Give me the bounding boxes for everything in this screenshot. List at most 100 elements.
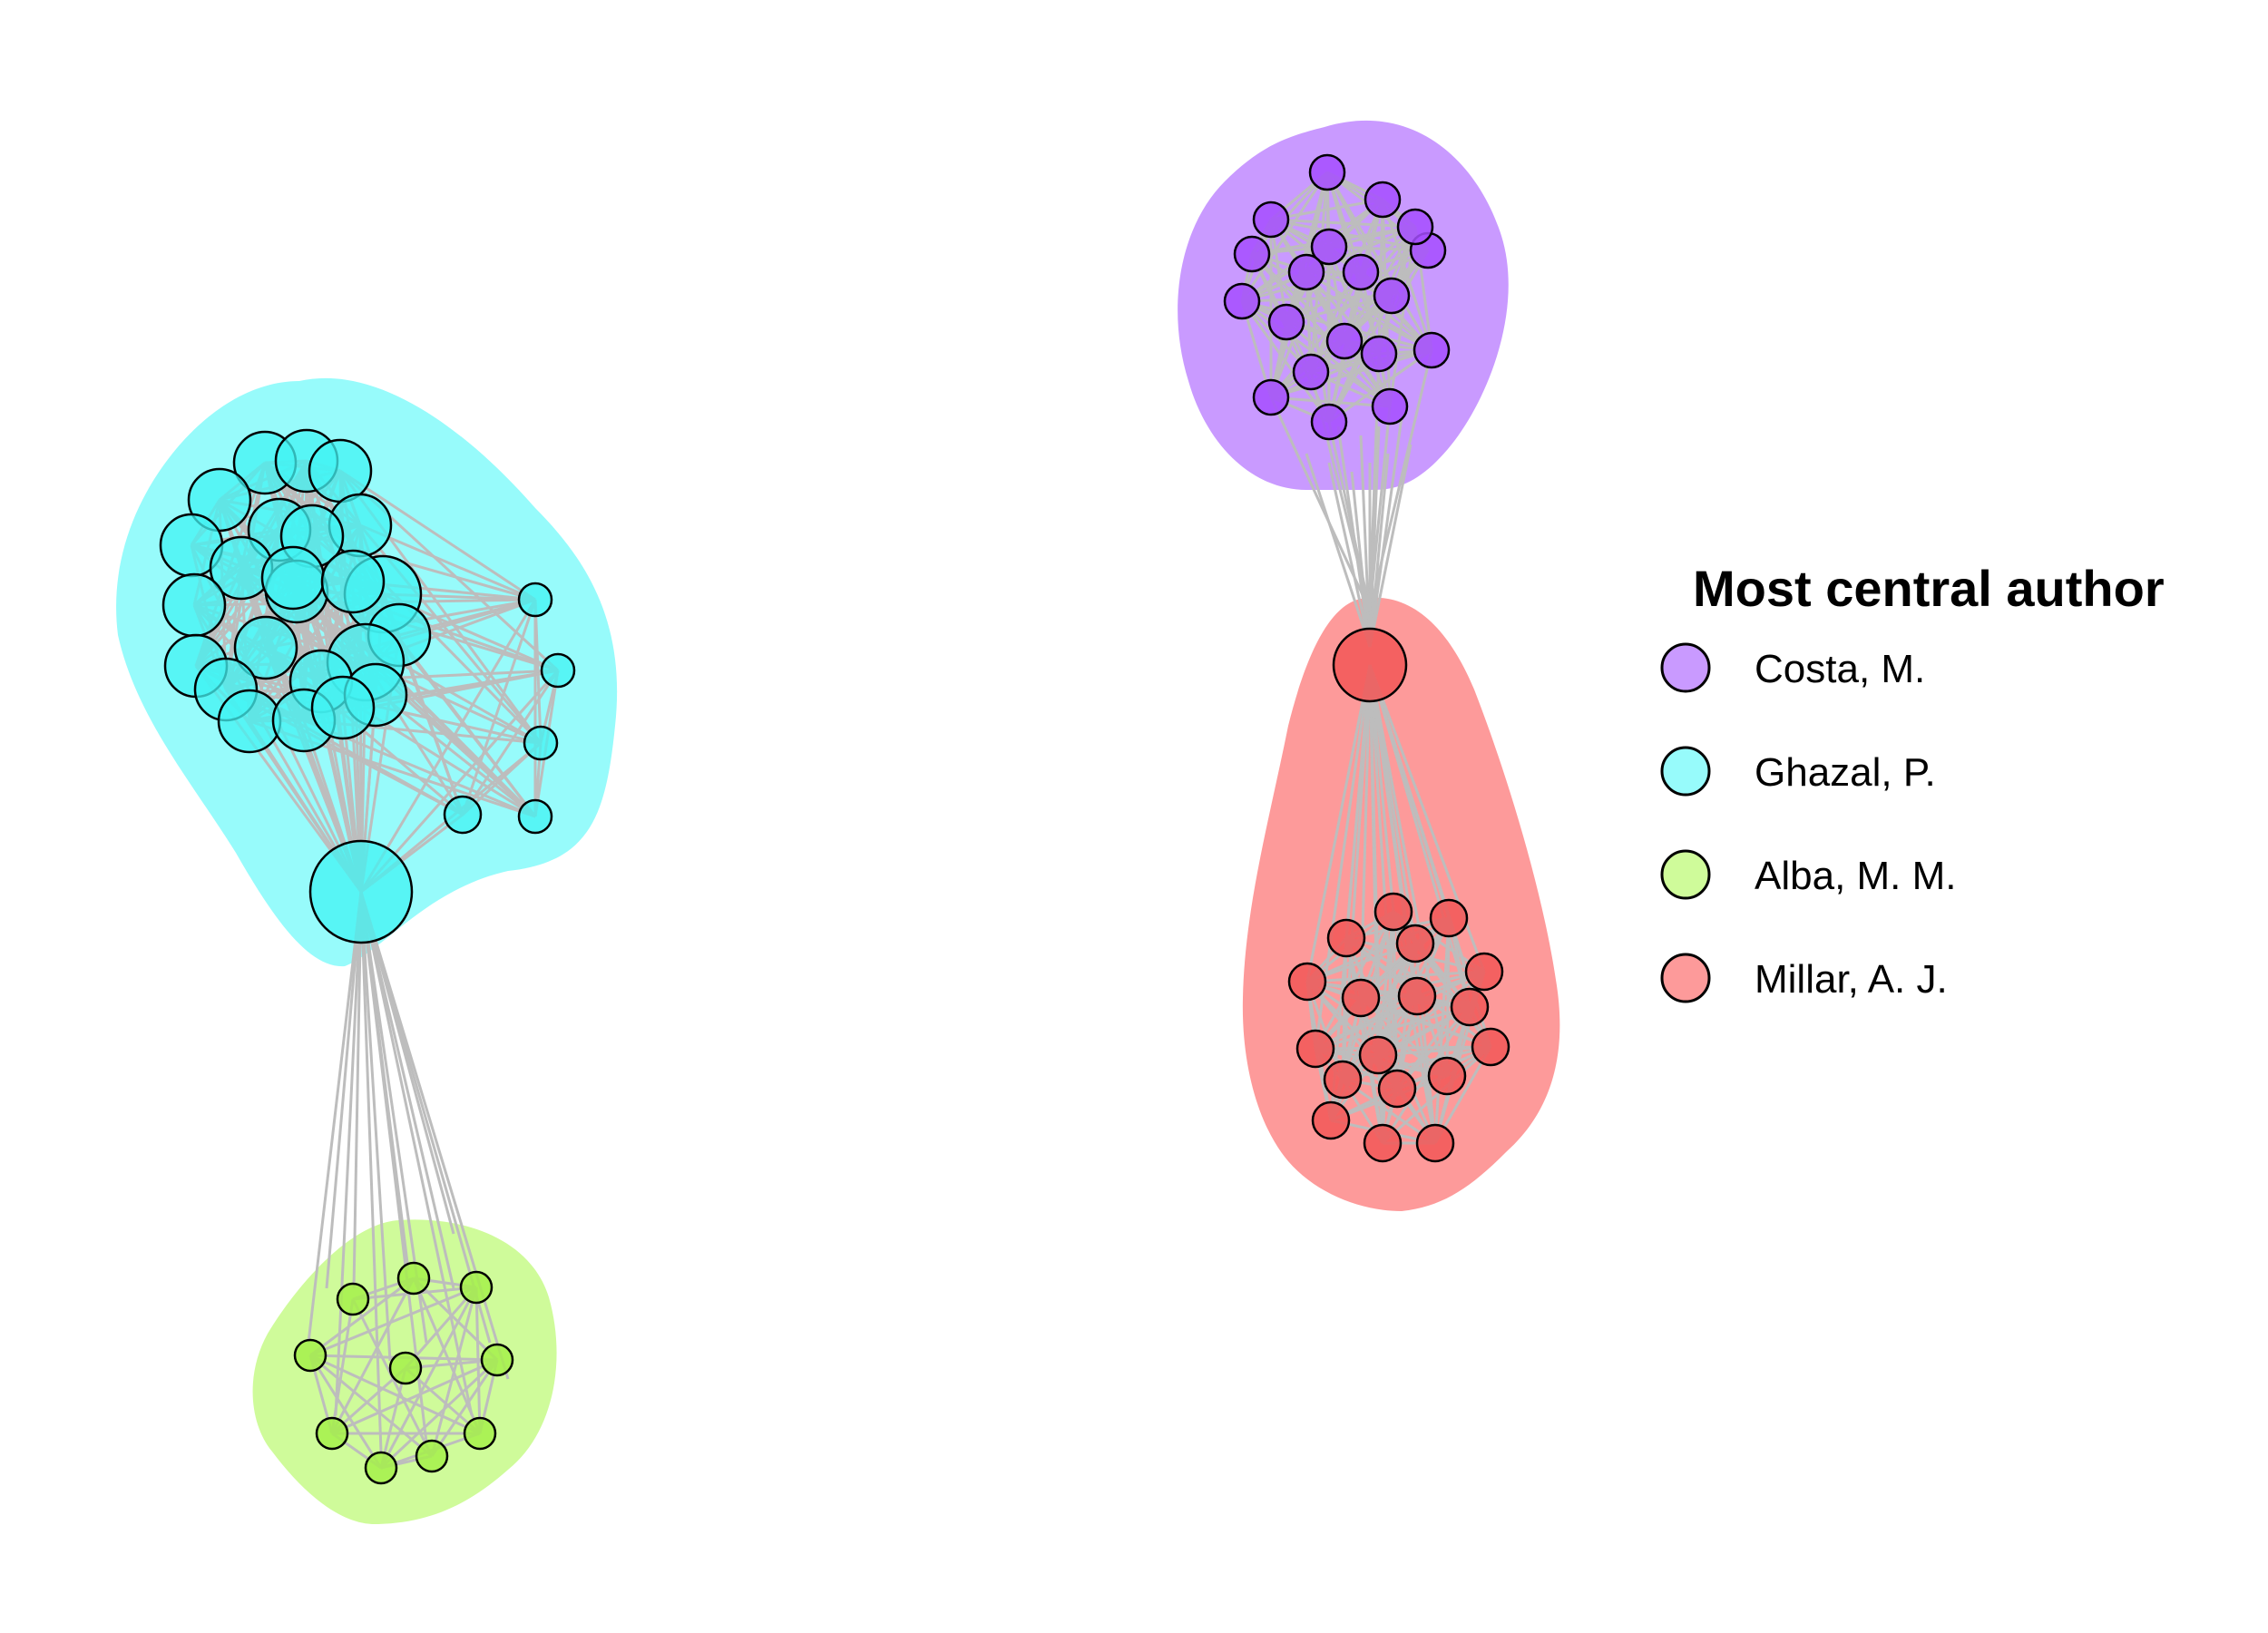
edge-millar bbox=[1345, 936, 1471, 1009]
node-ghazal bbox=[260, 545, 326, 611]
node-ghazal bbox=[517, 798, 553, 835]
edge-bridge-costa-millar bbox=[1368, 444, 1413, 648]
legend: Most central author Costa, M. Ghazal, P.… bbox=[1660, 560, 2165, 1003]
edge-alba bbox=[379, 1286, 478, 1469]
edge-costa bbox=[1309, 199, 1384, 373]
edge-bridge-costa-millar bbox=[1359, 435, 1372, 648]
edge-millar bbox=[1306, 970, 1485, 983]
edge-alba bbox=[412, 1276, 499, 1362]
legend-item-alba: Alba, M. M. bbox=[1660, 849, 1957, 900]
edge-costa bbox=[1251, 252, 1432, 352]
node-millar bbox=[1427, 1056, 1467, 1096]
node-ghazal bbox=[320, 549, 386, 614]
node-alba bbox=[396, 1261, 431, 1296]
edge-millar bbox=[1368, 664, 1399, 1090]
edge-ghazal bbox=[291, 576, 537, 818]
edge-millar bbox=[1368, 664, 1449, 1077]
edge-costa bbox=[1309, 271, 1363, 373]
edge-bridge-ghazal-alba bbox=[359, 891, 455, 1235]
legend-title: Most central author bbox=[1693, 560, 2165, 617]
node-costa bbox=[1252, 200, 1290, 239]
node-millar bbox=[1429, 898, 1469, 938]
node-costa bbox=[1233, 235, 1271, 273]
edge-ghazal bbox=[339, 469, 536, 601]
edge-costa bbox=[1305, 271, 1331, 423]
node-alba bbox=[459, 1270, 494, 1305]
edge-bridge-ghazal-alba bbox=[352, 891, 363, 1289]
node-millar bbox=[1395, 924, 1435, 963]
legend-item-costa: Costa, M. bbox=[1660, 642, 1925, 693]
node-costa bbox=[1373, 277, 1411, 315]
node-costa bbox=[1371, 387, 1409, 425]
node-millar bbox=[1377, 1069, 1417, 1109]
edge-millar bbox=[1413, 943, 1492, 1048]
node-ghazal bbox=[233, 615, 298, 680]
node-millar bbox=[1471, 1027, 1510, 1067]
edge-costa bbox=[1241, 299, 1391, 408]
legend-swatch-ghazal bbox=[1660, 746, 1711, 797]
node-costa bbox=[1396, 208, 1434, 246]
edge-bridge-costa-millar bbox=[1368, 425, 1381, 648]
node-costa bbox=[1413, 331, 1451, 369]
edge-millar bbox=[1329, 664, 1372, 1121]
node-ghazal bbox=[517, 582, 553, 618]
node-alba bbox=[463, 1416, 497, 1451]
legend-swatch-millar bbox=[1660, 953, 1711, 1003]
edge-bridge-costa-millar bbox=[1368, 416, 1403, 648]
node-alba bbox=[388, 1351, 423, 1385]
node-ghazal bbox=[310, 675, 376, 740]
legend-swatch-alba bbox=[1660, 849, 1711, 900]
edge-bridge-costa-millar bbox=[1368, 453, 1390, 648]
edge-bridge-costa-millar bbox=[1368, 406, 1392, 611]
edge-millar bbox=[1342, 1045, 1491, 1081]
edge-costa bbox=[1240, 171, 1329, 302]
node-millar bbox=[1464, 952, 1504, 992]
node-millar bbox=[1295, 1029, 1335, 1069]
node-millar bbox=[1323, 1060, 1363, 1100]
legend-item-millar: Millar, A. J. bbox=[1660, 953, 1948, 1003]
node-hub-millar bbox=[1332, 627, 1408, 703]
node-millar bbox=[1397, 976, 1437, 1016]
node-millar bbox=[1311, 1100, 1351, 1140]
edge-alba bbox=[379, 1358, 499, 1470]
node-ghazal bbox=[540, 652, 576, 689]
edge-bridge-ghazal-alba bbox=[359, 891, 474, 1416]
node-ghazal bbox=[161, 572, 227, 638]
node-millar bbox=[1326, 918, 1366, 958]
legend-label-millar: Millar, A. J. bbox=[1755, 957, 1948, 1002]
node-ghazal bbox=[308, 438, 373, 504]
edge-alba bbox=[430, 1286, 478, 1457]
node-millar bbox=[1450, 987, 1490, 1027]
edge-millar bbox=[1368, 664, 1417, 944]
edge-costa bbox=[1325, 171, 1433, 351]
node-costa bbox=[1342, 253, 1380, 291]
edge-bridge-costa-millar bbox=[1305, 453, 1372, 648]
edge-bridge-ghazal-alba bbox=[334, 891, 363, 1416]
node-millar bbox=[1415, 1123, 1455, 1163]
edge-bridge-ghazal-alba bbox=[359, 891, 383, 1452]
edge-costa bbox=[1270, 198, 1383, 221]
node-costa bbox=[1267, 303, 1305, 341]
node-millar bbox=[1363, 1123, 1403, 1163]
node-millar bbox=[1341, 978, 1381, 1018]
legend-label-ghazal: Ghazal, P. bbox=[1755, 750, 1936, 795]
node-alba bbox=[315, 1416, 349, 1451]
node-alba bbox=[293, 1338, 327, 1373]
network-nodes bbox=[159, 153, 1510, 1485]
node-alba bbox=[364, 1451, 398, 1485]
edge-costa bbox=[1305, 225, 1416, 274]
node-alba bbox=[336, 1282, 370, 1316]
node-costa bbox=[1360, 335, 1398, 373]
edge-millar bbox=[1315, 970, 1485, 1051]
edge-ghazal bbox=[461, 670, 560, 816]
edge-costa bbox=[1270, 396, 1391, 408]
edge-costa bbox=[1270, 218, 1416, 229]
node-costa bbox=[1223, 282, 1261, 320]
node-costa bbox=[1252, 378, 1290, 416]
edge-bridge-costa-millar bbox=[1269, 396, 1372, 611]
node-millar bbox=[1287, 962, 1327, 1002]
edge-millar bbox=[1368, 664, 1471, 1008]
node-costa bbox=[1325, 322, 1364, 360]
node-hub-ghazal bbox=[308, 839, 414, 944]
node-costa bbox=[1310, 403, 1348, 441]
